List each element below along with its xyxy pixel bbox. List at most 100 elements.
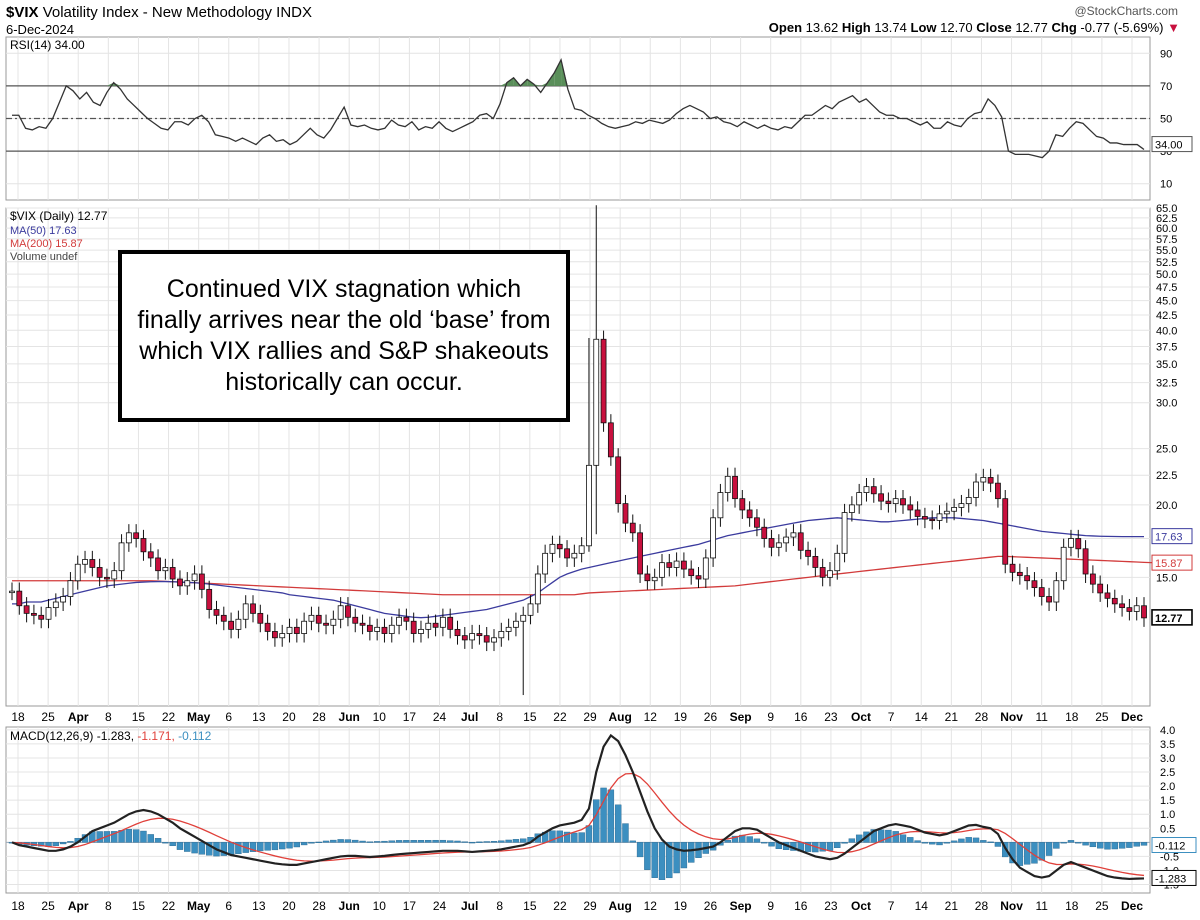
macd-x-label: 16 — [794, 899, 808, 913]
macd-x-label: May — [187, 899, 211, 913]
price-badge-close — [1151, 609, 1193, 626]
macd-histogram-bar — [184, 842, 191, 852]
macd-x-label: 8 — [105, 899, 112, 913]
macd-x-label: 28 — [312, 899, 326, 913]
macd-legend-legend_hist: -0.112 — [175, 729, 212, 743]
candle-body — [1031, 580, 1038, 589]
macd-histogram-bar — [403, 840, 410, 843]
candle-body — [943, 510, 950, 515]
candle-body — [220, 614, 227, 622]
macd-histogram-bar — [746, 836, 753, 843]
macd-histogram-bar — [1075, 842, 1082, 844]
chart-date: 6-Dec-2024 — [6, 22, 74, 37]
macd-histogram-bar — [658, 842, 666, 880]
symbol: $VIX — [6, 4, 39, 21]
macd-histogram-bar — [454, 840, 461, 843]
candle-body — [1075, 538, 1082, 550]
macd-histogram-bar — [987, 841, 994, 843]
candle-body — [74, 563, 81, 582]
rsi-overbought-fill — [554, 59, 562, 86]
candle-body — [870, 486, 877, 495]
price-x-label: Jul — [461, 710, 478, 724]
macd-histogram-bar — [257, 842, 264, 852]
candle-body — [1060, 546, 1067, 582]
macd-histogram-bar — [724, 839, 731, 843]
candle-body — [958, 503, 965, 508]
candle-body — [147, 551, 154, 559]
macd-x-label: 20 — [282, 899, 296, 913]
macd-histogram-bar — [169, 842, 176, 847]
candle-body — [659, 562, 665, 578]
candle-body — [16, 590, 23, 607]
macd-histogram-bar — [308, 842, 315, 844]
ohlc-readout: Open 13.62 High 13.74 Low 12.70 Close 12… — [768, 20, 1180, 35]
macd-histogram-bar — [607, 789, 615, 843]
price-x-label: 28 — [312, 710, 326, 724]
candle-body — [995, 482, 1001, 500]
candle-body — [564, 548, 570, 559]
macd-tick-label: 3.0 — [1160, 753, 1175, 765]
macd-legend-legend_signal: -1.171, — [134, 729, 175, 743]
candle-body — [702, 557, 709, 580]
price-x-label: Jun — [339, 710, 360, 724]
candle-body — [827, 570, 833, 578]
candle-body — [797, 532, 804, 551]
candle-body — [352, 616, 359, 624]
macd-histogram-bar — [432, 839, 439, 843]
macd-histogram-bar — [52, 842, 60, 846]
candle-body — [228, 620, 234, 630]
macd-histogram-bar — [249, 842, 257, 852]
macd-histogram-bar — [330, 839, 337, 843]
candle-body — [586, 464, 592, 547]
candle-body — [293, 626, 300, 634]
rsi-tick-label: 10 — [1160, 179, 1172, 191]
macd-x-label: 12 — [644, 899, 658, 913]
rsi-tick-label: 90 — [1160, 48, 1172, 60]
macd-tick-label: 4.0 — [1160, 725, 1175, 737]
rsi-overbought-fill — [506, 77, 514, 86]
macd-histogram-bar — [461, 841, 468, 843]
macd-histogram-bar — [1111, 842, 1118, 850]
macd-x-label: Jul — [461, 899, 478, 913]
price-tick-label: 22.5 — [1156, 470, 1177, 482]
price-x-label: 14 — [915, 710, 929, 724]
candle-body — [615, 456, 622, 505]
candle-body — [987, 477, 994, 484]
candle-body — [315, 614, 322, 624]
macd-x-label: 25 — [41, 899, 55, 913]
price-x-label: 15 — [523, 710, 537, 724]
price-x-label: 16 — [794, 710, 808, 724]
macd-tick-label: -0.5 — [1160, 851, 1179, 863]
candle-body — [1104, 592, 1111, 599]
macd-histogram-bar — [644, 842, 651, 870]
macd-histogram-bar — [483, 841, 490, 843]
macd-histogram-bar — [1104, 842, 1111, 850]
price-x-label: 26 — [704, 710, 718, 724]
macd-histogram-bar — [162, 842, 169, 844]
candle-body — [425, 622, 432, 630]
macd-histogram-bar — [753, 838, 761, 843]
price-x-label: 28 — [975, 710, 989, 724]
macd-histogram-bar — [826, 842, 834, 851]
macd-histogram-bar — [1067, 840, 1075, 843]
candle-body — [432, 622, 439, 628]
macd-x-label: 11 — [1035, 899, 1048, 913]
candle-body — [264, 622, 271, 632]
candle-body — [250, 603, 256, 614]
rsi-tick-label: 50 — [1160, 114, 1172, 126]
macd-histogram-bar — [994, 842, 1002, 847]
macd-histogram-bar — [468, 842, 476, 844]
macd-x-label: 9 — [767, 899, 774, 913]
macd-x-label: 18 — [11, 899, 25, 913]
rsi-legend: RSI(14) 34.00 — [10, 38, 85, 52]
macd-x-label: 14 — [915, 899, 929, 913]
price-x-label: 25 — [41, 710, 55, 724]
price-x-label: 22 — [162, 710, 176, 724]
candle-body — [476, 633, 483, 637]
macd-tick-label: 2.0 — [1160, 781, 1175, 793]
candle-body — [695, 575, 702, 580]
macd-histogram-bar — [344, 839, 352, 843]
price-tick-label: 37.5 — [1156, 342, 1177, 354]
price-x-label: Apr — [68, 710, 89, 724]
macd-histogram-bar — [972, 837, 980, 843]
